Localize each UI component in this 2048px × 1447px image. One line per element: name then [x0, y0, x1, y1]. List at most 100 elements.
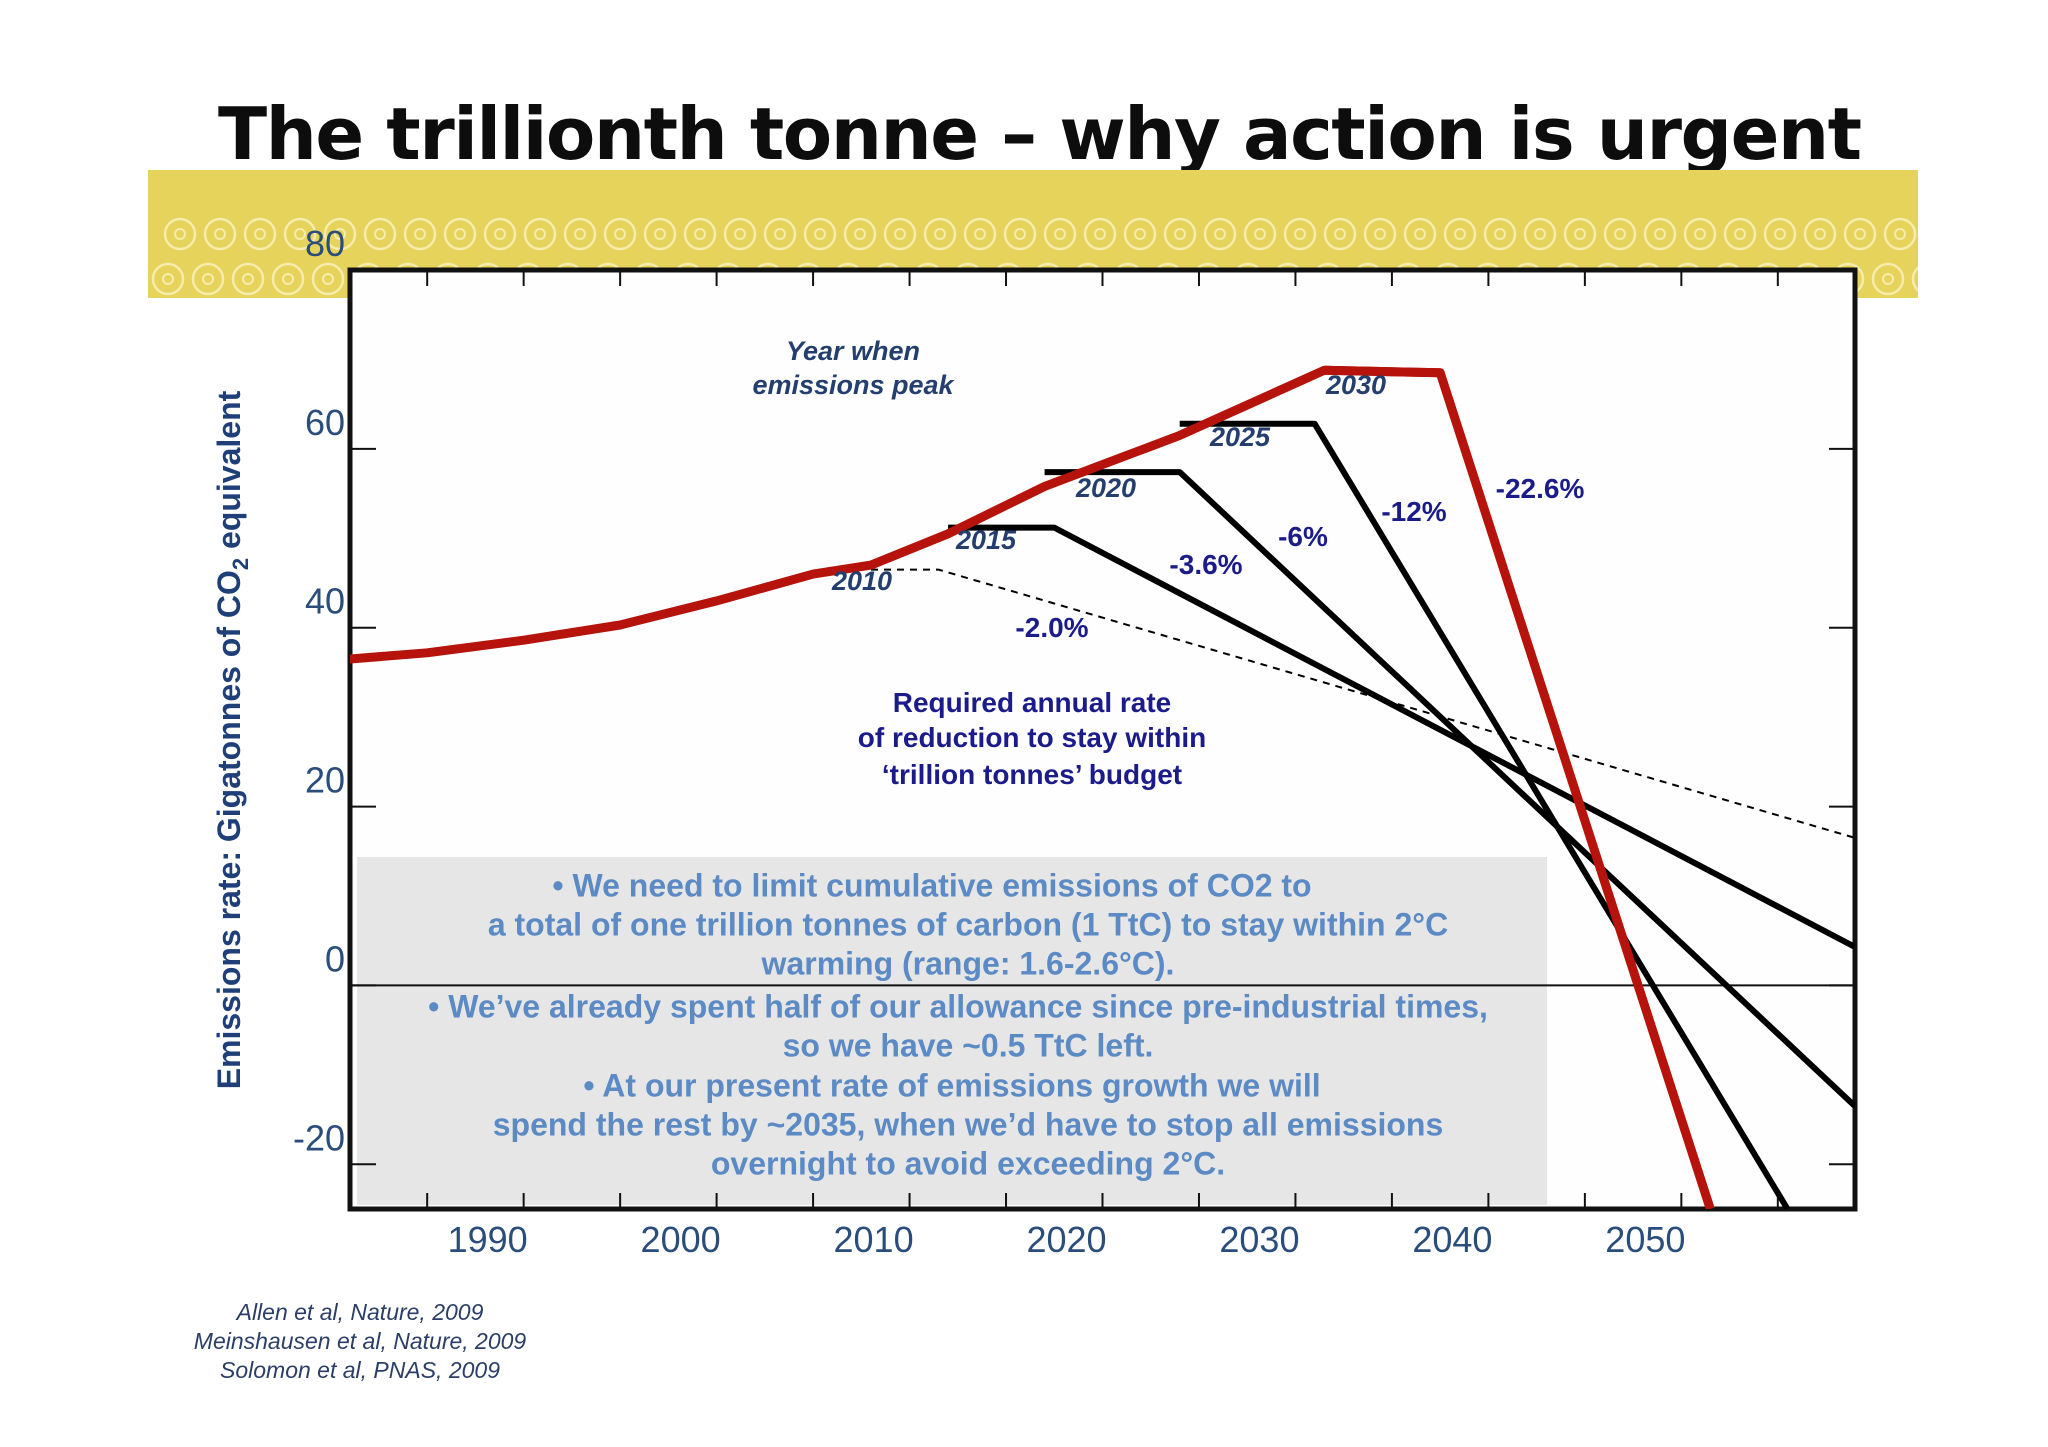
- banner-ornament: [254, 228, 266, 240]
- banner-ornament: [1254, 228, 1266, 240]
- banner-ornament: [1814, 228, 1826, 240]
- banner-ornament: [1414, 228, 1426, 240]
- peak-year-label: 2010: [831, 566, 892, 596]
- x-tick-label: 2050: [1605, 1219, 1685, 1260]
- peak-heading: emissions peak: [752, 370, 955, 400]
- banner-ornament: [683, 217, 717, 251]
- info-box-line: so we have ~0.5 TtC left.: [783, 1027, 1154, 1063]
- banner-ornament: [151, 262, 185, 296]
- banner-ornament: [323, 217, 357, 251]
- banner-ornament: [1523, 217, 1557, 251]
- banner-ornament: [1683, 217, 1717, 251]
- banner-ornament: [1723, 217, 1757, 251]
- banner-ornament: [1614, 228, 1626, 240]
- banner-ornament: [1163, 217, 1197, 251]
- banner-ornament: [1014, 228, 1026, 240]
- banner-ornament: [403, 217, 437, 251]
- banner-ornament: [923, 217, 957, 251]
- banner-ornament: [1574, 228, 1586, 240]
- peak-year-label: 2020: [1075, 473, 1136, 503]
- x-tick-label: 2010: [834, 1219, 914, 1260]
- banner-ornament: [1883, 217, 1917, 251]
- banner-ornament: [1734, 228, 1746, 240]
- banner-ornament: [1374, 228, 1386, 240]
- banner-ornament: [483, 217, 517, 251]
- required-rate-note: of reduction to stay within: [858, 722, 1206, 753]
- banner-ornament: [843, 217, 877, 251]
- banner-ornament: [1443, 217, 1477, 251]
- y-tick-label: 40: [305, 581, 345, 622]
- history-curve: [350, 365, 1445, 664]
- banner-ornament: [854, 228, 866, 240]
- reduction-rate-label: -3.6%: [1169, 549, 1242, 580]
- banner-ornament: [1843, 217, 1877, 251]
- banner-ornament: [1134, 228, 1146, 240]
- banner-ornament: [1083, 217, 1117, 251]
- x-tick-label: 2000: [641, 1219, 721, 1260]
- y-tick-label: 60: [305, 402, 345, 443]
- banner-ornament: [934, 228, 946, 240]
- banner-ornament: [1803, 217, 1837, 251]
- banner-ornament: [763, 217, 797, 251]
- banner-ornament: [1454, 228, 1466, 240]
- banner-ornament: [214, 228, 226, 240]
- x-tick-label: 2020: [1026, 1219, 1106, 1260]
- y-tick-label: 20: [305, 760, 345, 801]
- banner-ornament: [1854, 228, 1866, 240]
- banner-ornament: [974, 228, 986, 240]
- info-box-background: [357, 857, 1547, 1205]
- slide-title: The trillionth tonne – why action is urg…: [218, 92, 1862, 176]
- banner-ornament: [283, 217, 317, 251]
- chart-labels: 80 60 40 20 0 -20 1990 2000 2010 2020 2030 2040 2050…: [211, 223, 1685, 1260]
- banner-ornament: [1643, 217, 1677, 251]
- info-box-line: a total of one trillion tonnes of carbon…: [488, 906, 1448, 942]
- banner-ornament: [654, 228, 666, 240]
- banner-ornament: [231, 262, 265, 296]
- banner-ornament: [883, 217, 917, 251]
- banner-ornament: [563, 217, 597, 251]
- info-box-line: overnight to avoid exceeding 2°C.: [711, 1145, 1225, 1181]
- banner-ornament: [203, 217, 237, 251]
- y-tick-label: 0: [325, 938, 345, 979]
- banner-ornament: [494, 228, 506, 240]
- banner-ornament: [643, 217, 677, 251]
- banner-ornament: [1654, 228, 1666, 240]
- peak-year-label: 2015: [955, 525, 1017, 555]
- banner-ornament: [963, 217, 997, 251]
- banner-ornament: [523, 217, 557, 251]
- x-tick-label: 1990: [448, 1219, 528, 1260]
- chart-axes: [347, 267, 1858, 1212]
- banner-ornament: [1871, 262, 1905, 296]
- y-tick-label: -20: [293, 1117, 345, 1158]
- banner-ornament: [242, 273, 254, 285]
- x-tick-label: 2030: [1219, 1219, 1299, 1260]
- banner-ornament: [1094, 228, 1106, 240]
- decorative-banner: [148, 170, 1918, 298]
- banner-ornament: [1243, 217, 1277, 251]
- reference-item: Allen et al, Nature, 2009: [236, 1299, 484, 1325]
- banner-ornament: [1483, 217, 1517, 251]
- banner-ornament: [723, 217, 757, 251]
- banner-ornament: [614, 228, 626, 240]
- reduction-rate-label: -22.6%: [1496, 473, 1585, 504]
- banner-ornament: [174, 228, 186, 240]
- plot-frame: [347, 267, 1858, 1212]
- info-box-line: warming (range: 1.6-2.6°C).: [761, 945, 1175, 981]
- banner-ornament: [374, 228, 386, 240]
- banner-ornament: [1774, 228, 1786, 240]
- banner-ornament: [603, 217, 637, 251]
- banner-ornament: [322, 273, 334, 285]
- banner-ornament: [814, 228, 826, 240]
- banner-ornament: [1283, 217, 1317, 251]
- info-box-line: • At our present rate of emissions growt…: [583, 1067, 1320, 1103]
- banner-ornament: [311, 262, 345, 296]
- banner-ornament: [1694, 228, 1706, 240]
- banner-ornament: [1203, 217, 1237, 251]
- banner-ornament: [443, 217, 477, 251]
- banner-ornament: [894, 228, 906, 240]
- info-box: • We need to limit cumulative emissions …: [357, 857, 1547, 1205]
- y-tick-label: 80: [305, 223, 345, 264]
- banner-ornament: [1603, 217, 1637, 251]
- banner-ornament: [1214, 228, 1226, 240]
- banner-ornament: [162, 273, 174, 285]
